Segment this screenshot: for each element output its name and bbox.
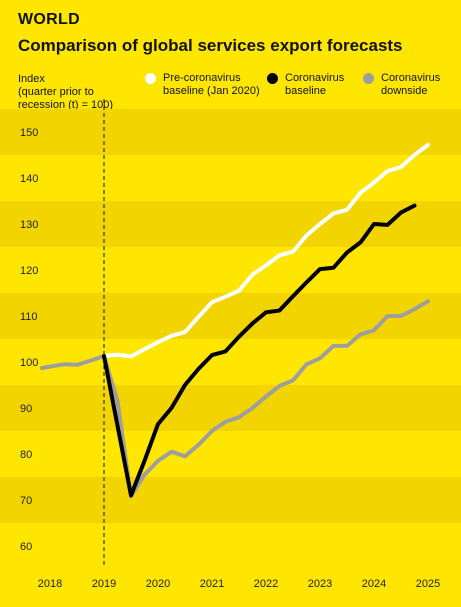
y-tick-label: 80 bbox=[20, 449, 32, 461]
legend-item-coronavirus-downside: Coronavirus downside bbox=[363, 72, 440, 98]
x-tick-label: 2022 bbox=[254, 578, 278, 590]
x-tick-label: 2019 bbox=[92, 578, 116, 590]
y-tick-label: 100 bbox=[20, 357, 38, 369]
x-tick-label: 2024 bbox=[362, 578, 386, 590]
chart-kicker: WORLD bbox=[18, 11, 80, 28]
x-tick-label: 2018 bbox=[38, 578, 62, 590]
legend-swatch-grey bbox=[363, 73, 374, 84]
grid-band bbox=[0, 477, 461, 523]
y-tick-label: 90 bbox=[20, 403, 32, 415]
legend-label: Pre-coronavirus baseline (Jan 2020) bbox=[163, 72, 260, 97]
legend-label: Coronavirus baseline bbox=[285, 72, 345, 97]
y-tick-label: 140 bbox=[20, 173, 38, 185]
series-line-pre-coronavirus-baseline-jan-2020 bbox=[102, 142, 430, 359]
chart-title: Comparison of global services export for… bbox=[18, 36, 403, 55]
legend-swatch-black bbox=[267, 73, 278, 84]
grid-band bbox=[0, 201, 461, 247]
y-axis-ticks: 60 70 80 90 100 110 120 130 140 150 bbox=[20, 127, 38, 553]
legend-label: Coronavirus downside bbox=[381, 72, 441, 97]
y-tick-label: 110 bbox=[20, 311, 38, 323]
y-axis-label: Index (quarter prior to recession (t) = … bbox=[18, 73, 114, 111]
x-tick-label: 2021 bbox=[200, 578, 224, 590]
x-tick-label: 2025 bbox=[416, 578, 440, 590]
series-line-coronavirus-downside bbox=[39, 299, 430, 499]
y-tick-label: 60 bbox=[20, 541, 32, 553]
y-tick-label: 70 bbox=[20, 495, 32, 507]
legend-swatch-white bbox=[145, 73, 156, 84]
series-lines bbox=[39, 142, 430, 499]
legend-item-coronavirus-baseline: Coronavirus baseline bbox=[267, 72, 344, 98]
y-tick-label: 130 bbox=[20, 219, 38, 231]
series-line-coronavirus-baseline bbox=[102, 203, 417, 498]
x-tick-label: 2023 bbox=[308, 578, 332, 590]
x-tick-label: 2020 bbox=[146, 578, 170, 590]
y-tick-label: 120 bbox=[20, 265, 38, 277]
grid-bands bbox=[0, 109, 461, 523]
grid-band bbox=[0, 293, 461, 339]
y-tick-label: 150 bbox=[20, 127, 38, 139]
grid-band bbox=[0, 385, 461, 431]
grid-band bbox=[0, 109, 461, 155]
legend-item-pre-coronavirus: Pre-coronavirus baseline (Jan 2020) bbox=[145, 72, 260, 98]
x-axis-ticks: 2018 2019 2020 2021 2022 2023 2024 2025 bbox=[38, 578, 440, 590]
